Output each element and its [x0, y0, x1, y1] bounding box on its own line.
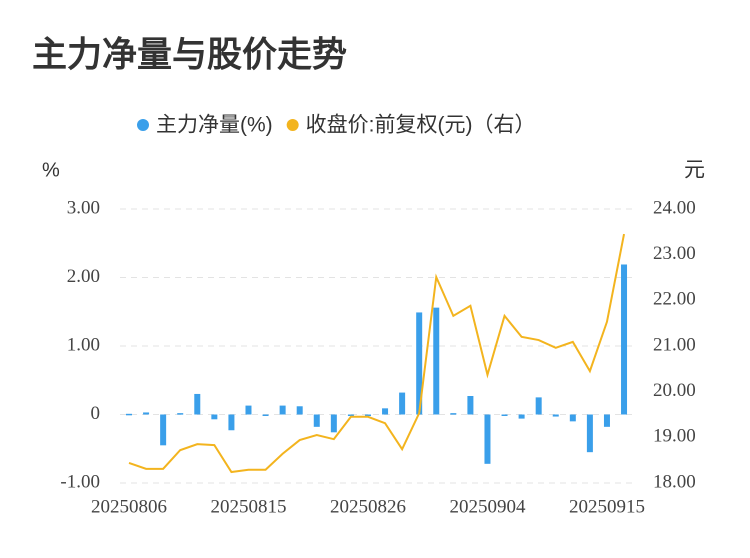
bar — [586, 414, 593, 453]
y2-tick-label: 18.00 — [653, 471, 696, 492]
bar — [245, 405, 252, 415]
bar — [143, 412, 150, 415]
bar — [535, 397, 542, 415]
bar — [211, 414, 218, 420]
y2-tick-label: 21.00 — [653, 334, 696, 355]
bar — [296, 406, 303, 415]
y2-tick-label: 22.00 — [653, 289, 696, 310]
y-tick-label: -1.00 — [60, 471, 100, 492]
y2-tick-label: 20.00 — [653, 380, 696, 401]
bar — [279, 405, 286, 415]
bar — [126, 413, 132, 416]
x-tick-label: 20250806 — [91, 496, 167, 517]
bar — [228, 414, 235, 431]
bar — [484, 414, 491, 464]
bar — [177, 413, 184, 415]
legend-label: 主力净量(%) — [156, 114, 273, 137]
bar — [433, 307, 440, 415]
bar — [382, 408, 389, 415]
y2-unit: 元 — [684, 159, 705, 182]
bar — [501, 414, 508, 416]
y2-tick-label: 23.00 — [653, 243, 696, 264]
legend-marker — [286, 119, 299, 131]
legend-marker — [137, 119, 149, 131]
y-tick-label: 2.00 — [67, 266, 100, 287]
x-tick-label: 20250915 — [569, 496, 645, 517]
x-tick-label: 20250904 — [449, 496, 526, 517]
bar — [569, 414, 576, 422]
bar — [416, 312, 423, 415]
y2-tick-label: 24.00 — [653, 197, 696, 218]
bar — [603, 414, 610, 427]
bar — [194, 393, 201, 415]
bar — [621, 264, 628, 415]
bar — [450, 413, 457, 415]
bar — [467, 396, 474, 415]
chart-title: 主力净量与股价走势 — [32, 35, 347, 74]
bar — [518, 414, 525, 419]
bar — [313, 414, 320, 427]
bar — [160, 414, 167, 446]
x-tick-label: 20250826 — [330, 496, 406, 517]
bar — [399, 392, 406, 415]
bar — [364, 414, 371, 416]
y2-tick-label: 19.00 — [653, 426, 696, 447]
y-unit: % — [42, 159, 60, 181]
price-line — [128, 233, 626, 474]
y-tick-label: 1.00 — [67, 334, 100, 355]
bar — [330, 414, 337, 433]
bar — [262, 414, 269, 416]
x-tick-label: 20250815 — [210, 496, 286, 517]
bar — [347, 414, 354, 416]
y-tick-label: 3.00 — [67, 197, 100, 218]
legend-label: 收盘价:前复权(元)（右） — [306, 114, 536, 137]
bar — [552, 414, 559, 417]
y-tick-label: 0 — [91, 403, 101, 424]
